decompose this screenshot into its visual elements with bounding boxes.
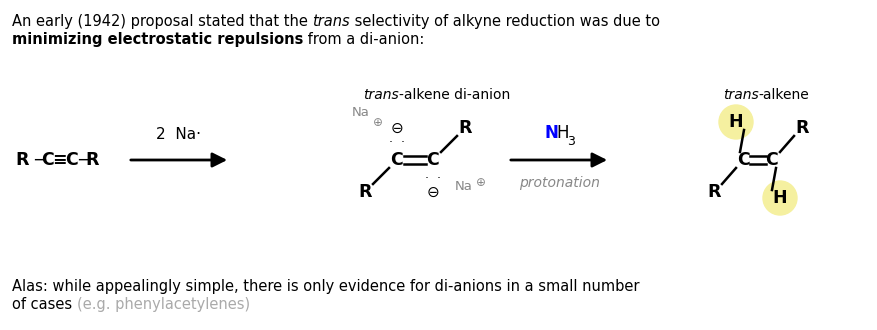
Text: R: R: [795, 119, 808, 137]
Text: N: N: [545, 124, 559, 142]
Text: ⊖: ⊖: [426, 184, 438, 200]
Text: C: C: [765, 151, 778, 169]
Circle shape: [762, 181, 796, 215]
Text: selectivity of alkyne reduction was due to: selectivity of alkyne reduction was due …: [350, 14, 660, 29]
Text: −: −: [76, 151, 90, 169]
Text: H: H: [728, 113, 743, 131]
Text: from a di-anion:: from a di-anion:: [303, 32, 424, 47]
Text: R: R: [85, 151, 98, 169]
Text: ⊕: ⊕: [373, 116, 382, 129]
Circle shape: [718, 105, 752, 139]
Text: trans: trans: [362, 88, 398, 102]
Text: −: −: [32, 151, 46, 169]
Text: of cases: of cases: [12, 297, 76, 312]
Text: C: C: [41, 151, 53, 169]
Text: C: C: [426, 151, 438, 169]
Text: H: H: [772, 189, 787, 207]
Text: Alas: while appealingly simple, there is only evidence for di-anions in a small : Alas: while appealingly simple, there is…: [12, 279, 638, 294]
Text: H: H: [555, 124, 567, 142]
Text: 3: 3: [567, 135, 574, 148]
Text: C: C: [65, 151, 78, 169]
Text: protonation: protonation: [518, 176, 599, 190]
Text: (e.g. phenylacetylenes): (e.g. phenylacetylenes): [76, 297, 250, 312]
Text: ·  ·: · ·: [389, 136, 404, 148]
Text: Na: Na: [352, 107, 369, 119]
Text: ·  ·: · ·: [424, 172, 440, 184]
Text: R: R: [358, 183, 371, 201]
Text: 2  Na·: 2 Na·: [156, 127, 201, 142]
Text: ⊖: ⊖: [390, 120, 403, 136]
Text: -alkene: -alkene: [758, 88, 809, 102]
Text: C: C: [390, 151, 403, 169]
Text: R: R: [707, 183, 720, 201]
Text: ≡: ≡: [52, 151, 67, 169]
Text: Na: Na: [454, 181, 473, 193]
Text: minimizing electrostatic repulsions: minimizing electrostatic repulsions: [12, 32, 303, 47]
Text: C: C: [737, 151, 750, 169]
Text: R: R: [458, 119, 471, 137]
Text: An early (1942) proposal stated that the: An early (1942) proposal stated that the: [12, 14, 312, 29]
Text: ⊕: ⊕: [475, 176, 485, 188]
Text: trans: trans: [312, 14, 350, 29]
Text: trans: trans: [722, 88, 758, 102]
Text: -alkene di-anion: -alkene di-anion: [398, 88, 510, 102]
Text: R: R: [15, 151, 28, 169]
